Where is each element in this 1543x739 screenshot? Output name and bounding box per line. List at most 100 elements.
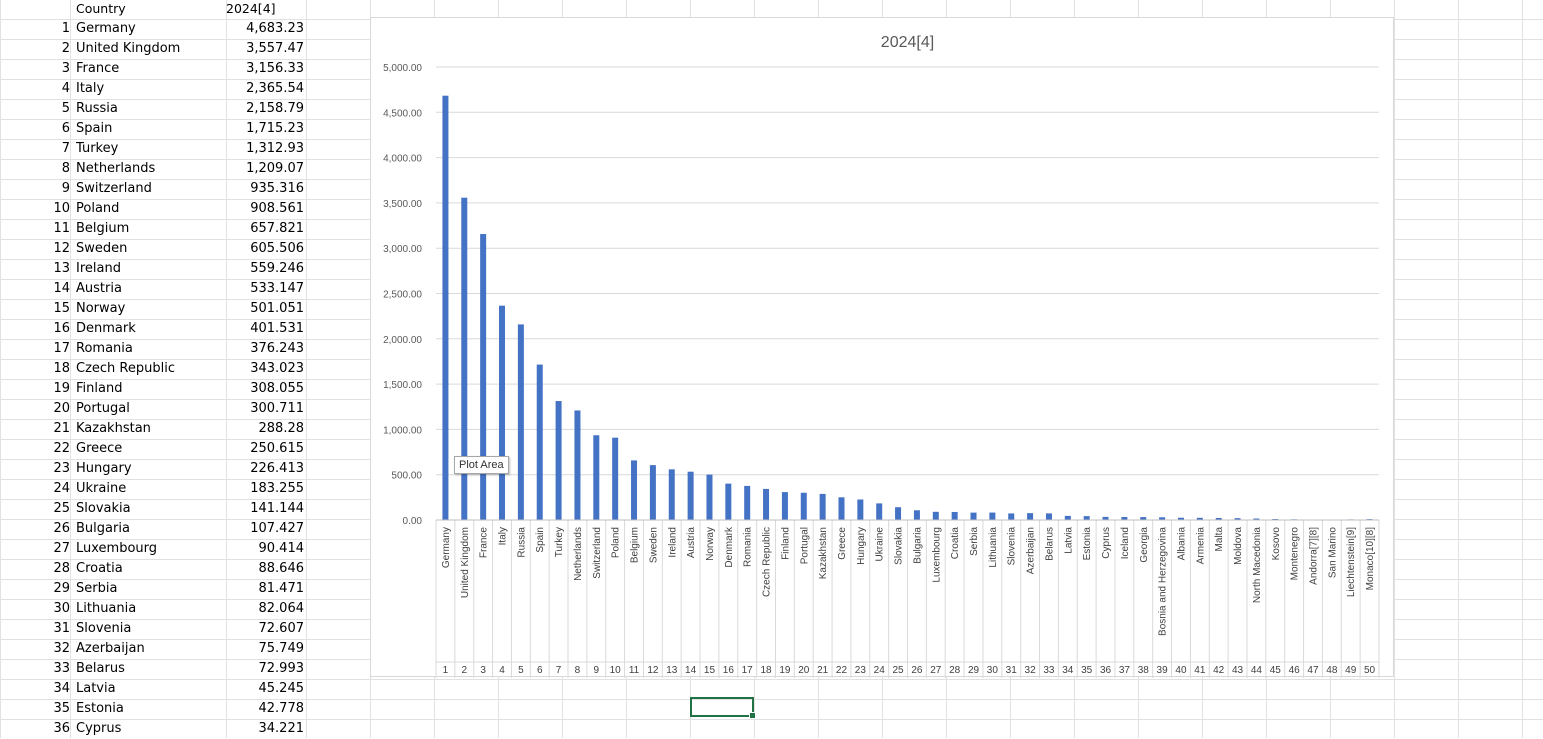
row-value[interactable]: 376.243 <box>250 341 304 356</box>
row-value[interactable]: 300.711 <box>250 401 304 416</box>
row-country[interactable]: Luxembourg <box>76 541 158 556</box>
header-value[interactable]: 2024[4] <box>226 1 276 16</box>
bar[interactable] <box>1064 515 1071 520</box>
row-country[interactable]: Spain <box>76 121 113 136</box>
bar[interactable] <box>1121 517 1128 520</box>
row-country[interactable]: Azerbaijan <box>76 641 145 656</box>
row-index[interactable]: 35 <box>53 701 70 716</box>
chart-area[interactable]: 2024[4] 0.00 500.00 1,000.00 1,500.00 2,000.0… <box>370 17 1394 678</box>
row-value[interactable]: 88.646 <box>258 561 305 576</box>
row-index[interactable]: 23 <box>53 461 70 476</box>
bar[interactable] <box>687 471 694 520</box>
row-country[interactable]: Portugal <box>76 401 130 416</box>
row-index[interactable]: 13 <box>53 261 70 276</box>
row-index[interactable]: 30 <box>53 601 70 616</box>
bar[interactable] <box>499 305 506 520</box>
row-index[interactable]: 36 <box>53 721 70 736</box>
row-country[interactable]: Austria <box>76 281 122 296</box>
row-country[interactable]: Ukraine <box>76 481 127 496</box>
bar[interactable] <box>536 364 543 520</box>
row-index[interactable]: 15 <box>53 301 70 316</box>
row-country[interactable]: Estonia <box>76 701 124 716</box>
bar[interactable] <box>781 492 788 520</box>
bar[interactable] <box>1215 518 1222 520</box>
row-value[interactable]: 75.749 <box>258 641 305 656</box>
row-value[interactable]: 2,365.54 <box>246 81 304 96</box>
row-country[interactable]: Sweden <box>76 241 128 256</box>
bar[interactable] <box>876 503 883 520</box>
row-value[interactable]: 1,312.93 <box>246 141 304 156</box>
bar[interactable] <box>725 483 732 520</box>
bar[interactable] <box>1102 516 1109 520</box>
bar[interactable] <box>1008 513 1015 520</box>
bar[interactable] <box>1253 518 1260 520</box>
row-country[interactable]: Norway <box>76 301 126 316</box>
bar[interactable] <box>649 465 656 520</box>
row-value[interactable]: 3,156.33 <box>246 61 304 76</box>
row-index[interactable]: 8 <box>61 161 70 176</box>
row-index[interactable]: 4 <box>61 81 70 96</box>
row-value[interactable]: 107.427 <box>250 521 304 536</box>
row-index[interactable]: 20 <box>53 401 70 416</box>
row-country[interactable]: Latvia <box>76 681 116 696</box>
bar[interactable] <box>1140 517 1147 520</box>
bar[interactable] <box>989 512 996 520</box>
bar[interactable] <box>517 324 524 520</box>
row-country[interactable]: Italy <box>76 81 105 96</box>
row-country[interactable]: Croatia <box>76 561 123 576</box>
row-index[interactable]: 12 <box>53 241 70 256</box>
row-index[interactable]: 2 <box>61 41 70 56</box>
row-value[interactable]: 559.246 <box>250 261 304 276</box>
row-country[interactable]: Netherlands <box>76 161 156 176</box>
row-country[interactable]: Finland <box>76 381 123 396</box>
bar[interactable] <box>838 497 845 520</box>
bar[interactable] <box>1045 513 1052 520</box>
bar[interactable] <box>951 511 958 520</box>
bar[interactable] <box>970 512 977 520</box>
bar[interactable] <box>555 401 562 520</box>
row-value[interactable]: 605.506 <box>250 241 304 256</box>
bar[interactable] <box>763 488 770 520</box>
row-country[interactable]: France <box>76 61 120 76</box>
row-country[interactable]: Romania <box>76 341 133 356</box>
bar[interactable] <box>442 95 449 520</box>
row-value[interactable]: 42.778 <box>258 701 305 716</box>
row-value[interactable]: 288.28 <box>258 421 305 436</box>
row-value[interactable]: 183.255 <box>250 481 304 496</box>
bar[interactable] <box>1027 513 1034 520</box>
row-index[interactable]: 1 <box>61 21 70 36</box>
row-value[interactable]: 343.023 <box>250 361 304 376</box>
bar[interactable] <box>895 507 902 520</box>
row-value[interactable]: 226.413 <box>250 461 304 476</box>
row-country[interactable]: Bulgaria <box>76 521 130 536</box>
bar[interactable] <box>1234 518 1241 520</box>
row-value[interactable]: 1,715.23 <box>246 121 304 136</box>
row-index[interactable]: 3 <box>61 61 70 76</box>
row-index[interactable]: 7 <box>61 141 70 156</box>
row-value[interactable]: 45.245 <box>258 681 305 696</box>
row-country[interactable]: Russia <box>76 101 118 116</box>
bar[interactable] <box>593 435 600 520</box>
row-country[interactable]: Lithuania <box>76 601 137 616</box>
row-country[interactable]: United Kingdom <box>76 41 181 56</box>
row-index[interactable]: 24 <box>53 481 70 496</box>
row-value[interactable]: 4,683.23 <box>246 21 304 36</box>
row-value[interactable]: 935.316 <box>250 181 304 196</box>
row-index[interactable]: 34 <box>53 681 70 696</box>
bar[interactable] <box>819 493 826 520</box>
row-value[interactable]: 34.221 <box>258 721 305 736</box>
row-index[interactable]: 19 <box>53 381 70 396</box>
row-country[interactable]: Ireland <box>76 261 121 276</box>
row-index[interactable]: 14 <box>53 281 70 296</box>
row-index[interactable]: 6 <box>61 121 70 136</box>
bar[interactable] <box>612 437 619 520</box>
bar[interactable] <box>706 474 713 520</box>
row-index[interactable]: 5 <box>61 101 70 116</box>
row-value[interactable]: 72.993 <box>258 661 305 676</box>
row-value[interactable]: 2,158.79 <box>246 101 304 116</box>
row-country[interactable]: Slovenia <box>76 621 132 636</box>
row-index[interactable]: 29 <box>53 581 70 596</box>
row-value[interactable]: 1,209.07 <box>246 161 304 176</box>
row-index[interactable]: 26 <box>53 521 70 536</box>
bar[interactable] <box>480 234 487 520</box>
